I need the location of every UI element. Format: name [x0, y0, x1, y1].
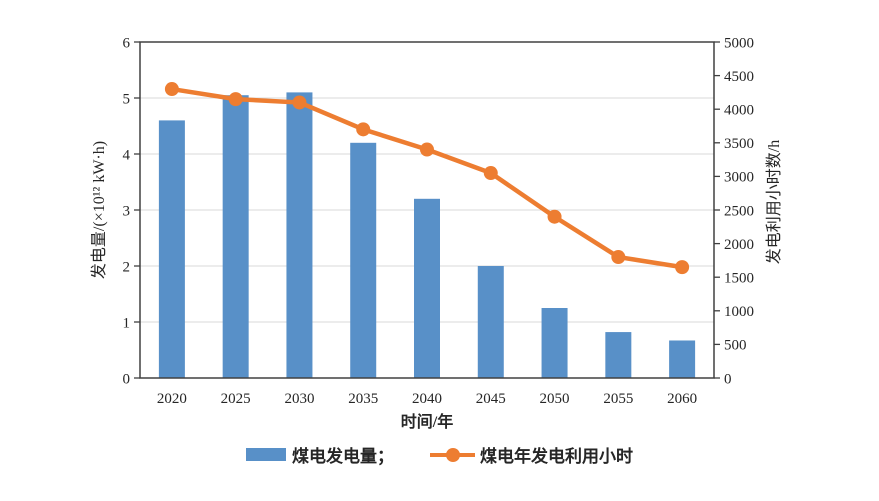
right-y-axis-title: 发电利用小时数/h — [766, 139, 783, 265]
data-point-2055 — [611, 250, 626, 265]
legend: 煤电发电量； 煤电年发电利用小时 — [0, 442, 879, 467]
right-axis-tick-label: 1500 — [724, 270, 754, 286]
left-axis-tick-label: 1 — [123, 315, 131, 331]
left-axis-tick-label: 4 — [123, 147, 131, 163]
bar-2055 — [605, 332, 632, 378]
right-axis-tick-label: 4500 — [724, 69, 754, 85]
bar-2030 — [286, 92, 313, 379]
x-axis-tick-label: 2040 — [412, 391, 442, 407]
data-point-2020 — [164, 82, 179, 97]
bar-2035 — [350, 142, 377, 378]
x-axis-tick-label: 2020 — [157, 391, 187, 407]
bar-2040 — [414, 198, 440, 378]
bar-2045 — [477, 266, 504, 378]
x-axis-tick-label: 2035 — [348, 391, 378, 407]
x-axis-tick-label: 2025 — [221, 391, 251, 407]
right-axis-tick-label: 3000 — [724, 170, 754, 186]
x-axis-tick-label: 2050 — [540, 391, 570, 407]
legend-item-generation: 煤电发电量； — [246, 442, 394, 467]
data-point-2045 — [483, 166, 498, 181]
x-axis-title: 时间/年 — [400, 414, 454, 431]
right-axis-tick-label: 4000 — [724, 102, 754, 118]
bar-2060 — [669, 340, 696, 378]
x-axis-tick-label: 2060 — [667, 391, 697, 407]
bar-series-swatch-icon — [246, 448, 286, 461]
legend-label-utilization-hours: 煤电年发电利用小时 — [480, 447, 633, 466]
right-axis-tick-label: 5000 — [724, 35, 754, 51]
line-series-swatch-icon — [430, 447, 475, 462]
data-point-2040 — [420, 142, 434, 157]
bar-2025 — [222, 95, 249, 378]
right-axis-tick-label: 0 — [724, 371, 732, 387]
data-point-2060 — [675, 260, 690, 275]
bar-2050 — [541, 308, 568, 378]
left-axis-tick-label: 6 — [123, 35, 131, 51]
bar-2020 — [158, 120, 185, 379]
data-point-2050 — [547, 209, 562, 224]
right-axis-tick-label: 500 — [724, 338, 747, 354]
data-point-2030 — [292, 95, 307, 110]
data-point-2025 — [228, 92, 243, 107]
left-axis-tick-label: 0 — [123, 371, 131, 387]
x-axis-tick-label: 2030 — [284, 391, 314, 407]
x-axis-tick-label: 2045 — [476, 391, 506, 407]
data-point-2035 — [356, 122, 371, 137]
legend-item-utilization-hours: 煤电年发电利用小时 — [430, 442, 633, 467]
left-axis-tick-label: 5 — [123, 91, 131, 107]
left-axis-tick-label: 3 — [123, 203, 131, 219]
x-axis-tick-label: 2055 — [603, 391, 633, 407]
left-y-axis-title: 发电量/(×10¹² kW·h) — [91, 140, 108, 280]
right-axis-tick-label: 1000 — [724, 304, 754, 320]
legend-label-generation: 煤电发电量； — [292, 447, 394, 466]
left-axis-tick-label: 2 — [123, 259, 131, 275]
right-axis-tick-label: 2500 — [724, 203, 754, 219]
right-axis-tick-label: 3500 — [724, 136, 754, 152]
right-axis-tick-label: 2000 — [724, 237, 754, 253]
